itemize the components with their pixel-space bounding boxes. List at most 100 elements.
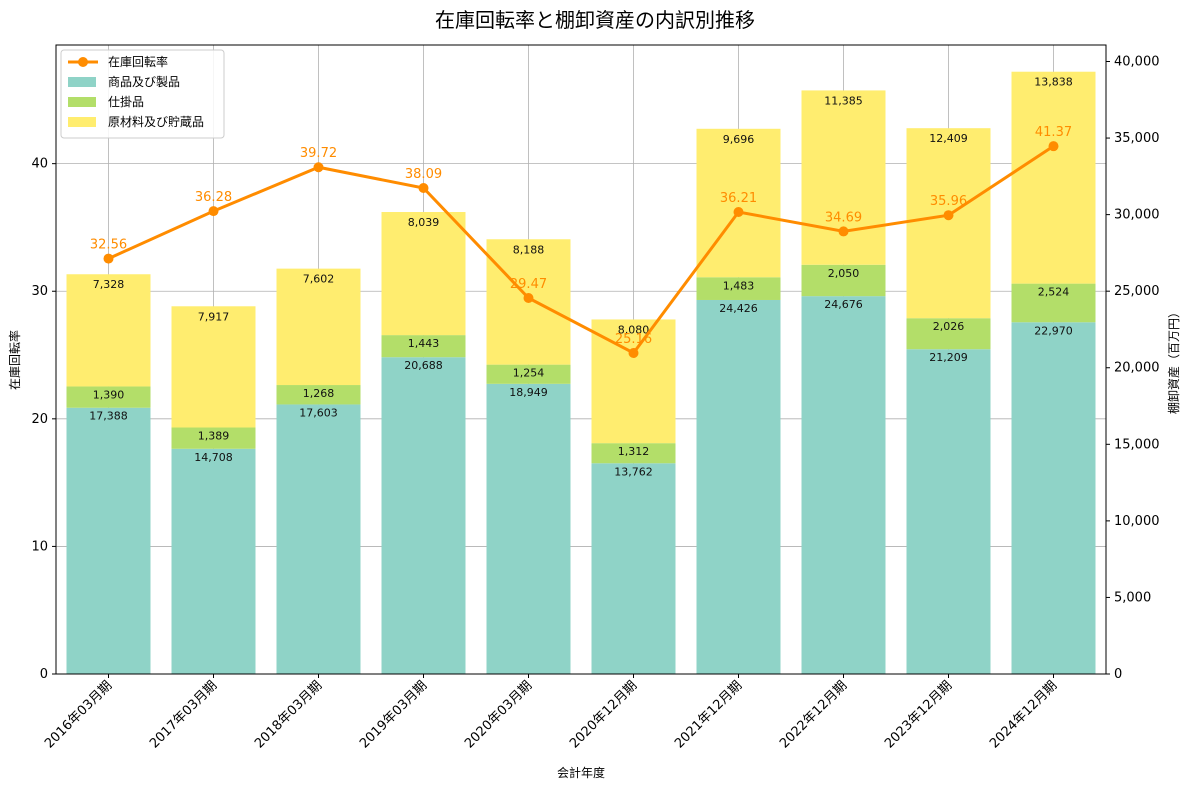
bar-value-label: 14,708: [194, 451, 233, 464]
bar-value-label: 13,762: [614, 465, 653, 478]
turnover-value-label: 35.96: [930, 194, 967, 209]
bar-segment: [591, 319, 676, 444]
legend-swatch: [68, 117, 96, 127]
x-tick-label: 2024年12月期: [987, 678, 1060, 751]
bar-value-label: 2,026: [933, 320, 965, 333]
turnover-point: [313, 162, 324, 173]
turnover-value-label: 32.56: [90, 238, 127, 253]
bar-value-label: 17,388: [89, 410, 128, 423]
bar-segment: [591, 463, 676, 674]
bar-segment: [171, 448, 256, 674]
y-right-tick-label: 30,000: [1114, 208, 1160, 223]
y-right-tick-label: 20,000: [1114, 361, 1160, 376]
bars: [66, 71, 1096, 674]
bar-segment: [906, 128, 991, 319]
bar-value-label: 8,080: [618, 323, 650, 336]
bar-segment: [696, 277, 781, 300]
y-left-tick-label: 30: [31, 284, 48, 299]
bar-value-label: 1,312: [618, 445, 650, 458]
bar-segment: [801, 90, 886, 265]
x-tick-label: 2022年12月期: [777, 678, 850, 751]
turnover-point: [208, 206, 219, 217]
y-left-tick-label: 10: [31, 539, 48, 554]
y-axis-left-label: 在庫回転率: [7, 330, 22, 390]
turnover-point: [418, 183, 429, 194]
x-tick-label: 2017年03月期: [147, 678, 220, 751]
bar-value-label: 11,385: [824, 94, 863, 107]
x-tick-label: 2016年03月期: [42, 678, 115, 751]
bar-segment: [696, 128, 781, 278]
turnover-point: [1048, 141, 1059, 152]
y-right-tick-label: 0: [1114, 667, 1122, 682]
bar-segment: [171, 306, 256, 428]
x-tick-label: 2020年12月期: [567, 678, 640, 751]
bar-segment: [906, 318, 991, 350]
turnover-line-path: [107, 144, 1055, 355]
bar-segment: [486, 383, 571, 674]
bar-value-label: 9,696: [723, 133, 755, 146]
plot-frame: [55, 44, 1107, 675]
bar-segment: [66, 274, 151, 387]
turnover-point: [943, 210, 954, 221]
bar-value-label: 18,949: [509, 386, 548, 399]
bar-value-label: 24,426: [719, 302, 758, 315]
bar-value-label: 21,209: [929, 351, 968, 364]
bar-segment: [696, 299, 781, 674]
bar-value-label: 1,268: [303, 387, 335, 400]
y-left-tick-label: 20: [31, 412, 48, 427]
bar-segment: [1011, 283, 1096, 323]
bar-value-label: 7,917: [198, 310, 230, 323]
turnover-value-label: 39.72: [300, 146, 337, 161]
bar-segment: [801, 296, 886, 674]
bar-segment: [276, 404, 361, 674]
x-tick-label: 2023年12月期: [882, 678, 955, 751]
bar-segment: [276, 385, 361, 405]
bar-segment: [381, 212, 466, 336]
bar-value-label: 1,443: [408, 337, 440, 350]
bar-value-label: 1,390: [93, 388, 125, 401]
y-axis-right-label: 棚卸資産（百万円）: [1166, 306, 1181, 414]
bar-value-label: 1,483: [723, 279, 755, 292]
bar-segment: [66, 407, 151, 674]
bar-value-label: 1,389: [198, 430, 230, 443]
bar-value-label: 20,688: [404, 359, 443, 372]
bar-segment: [906, 349, 991, 674]
y-right-tick-label: 5,000: [1114, 590, 1151, 605]
x-tick-label: 2020年03月期: [462, 678, 535, 751]
turnover-point: [838, 226, 849, 237]
bar-value-label: 24,676: [824, 298, 863, 311]
x-tick-label: 2019年03月期: [357, 678, 430, 751]
bar-segment: [381, 357, 466, 674]
y-right-tick-label: 25,000: [1114, 284, 1160, 299]
bar-segment: [171, 427, 256, 449]
turnover-value-label: 36.21: [720, 191, 757, 206]
bar-segment: [66, 386, 151, 408]
bar-value-label: 2,050: [828, 267, 860, 280]
turnover-value-label: 38.09: [405, 167, 442, 182]
bar-value-label: 12,409: [929, 132, 968, 145]
legend-label: 原材料及び貯蔵品: [108, 115, 204, 129]
turnover-value-label: 34.69: [825, 210, 862, 225]
bar-segment: [591, 443, 676, 464]
legend-swatch: [68, 77, 96, 87]
bar-value-label: 7,328: [93, 278, 125, 291]
bar-segment: [381, 335, 466, 358]
x-axis-label: 会計年度: [557, 765, 605, 780]
bar-value-label: 17,603: [299, 406, 338, 419]
turnover-point: [628, 347, 639, 358]
turnover-line: 32.56 36.28 39.72 38.09 29.47 25.16 36.21 34.69…: [90, 125, 1072, 358]
turnover-value-label: 36.28: [195, 190, 232, 205]
bar-segment: [1011, 71, 1096, 284]
x-tick-label: 2021年12月期: [672, 678, 745, 751]
y-right-tick-label: 15,000: [1114, 437, 1160, 452]
bar-value-label: 2,524: [1038, 286, 1070, 299]
bar-value-label: 22,970: [1034, 324, 1073, 337]
bar-value-label: 8,039: [408, 216, 440, 229]
bar-segment: [1011, 322, 1096, 674]
y-right-tick-label: 10,000: [1114, 514, 1160, 529]
bar-value-label: 8,188: [513, 243, 545, 256]
turnover-point: [523, 293, 534, 304]
legend-box: [60, 49, 225, 139]
y-right-tick-label: 40,000: [1114, 54, 1160, 69]
bar-value-label: 1,254: [513, 367, 545, 380]
